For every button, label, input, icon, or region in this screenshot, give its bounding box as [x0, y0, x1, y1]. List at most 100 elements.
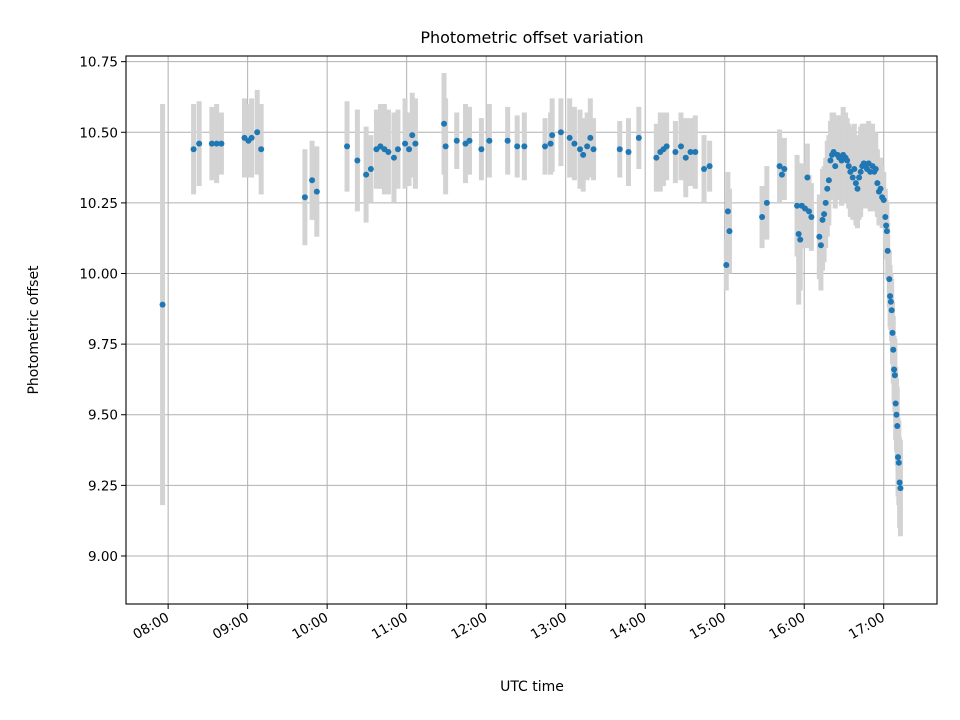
data-point	[889, 329, 896, 336]
data-point	[208, 140, 215, 147]
data-point	[577, 146, 584, 153]
data-point	[218, 140, 225, 147]
data-point	[849, 174, 856, 181]
data-point	[566, 134, 573, 141]
data-point	[882, 214, 889, 221]
data-point	[706, 163, 713, 170]
data-point	[891, 366, 898, 373]
data-point	[778, 171, 785, 178]
data-point	[682, 154, 689, 161]
data-point	[895, 459, 902, 466]
data-point	[514, 143, 521, 150]
data-point	[453, 137, 460, 144]
data-point	[159, 301, 166, 308]
x-tick-label: 08:00	[130, 610, 172, 643]
y-tick-label: 9.00	[88, 549, 118, 565]
data-point	[557, 129, 564, 136]
data-point	[390, 154, 397, 161]
y-tick-label: 10.25	[79, 196, 118, 212]
data-point	[827, 157, 834, 164]
data-point	[844, 157, 851, 164]
y-tick-label: 9.25	[88, 478, 118, 494]
data-point	[883, 228, 890, 235]
data-point	[672, 149, 679, 156]
data-point	[254, 129, 261, 136]
data-point	[896, 479, 903, 486]
data-point	[763, 199, 770, 206]
x-tick-label: 12:00	[448, 610, 490, 643]
data-point	[872, 165, 879, 172]
data-point	[832, 163, 839, 170]
x-tick-label: 16:00	[767, 610, 809, 643]
y-tick-label: 10.75	[79, 55, 118, 71]
data-point	[857, 168, 864, 175]
data-point	[504, 137, 511, 144]
data-point	[817, 242, 824, 249]
data-point	[808, 214, 815, 221]
data-point	[301, 194, 308, 201]
data-point	[819, 216, 826, 223]
data-point	[890, 346, 897, 353]
data-point	[354, 157, 361, 164]
data-point	[723, 262, 730, 269]
data-point	[781, 165, 788, 172]
data-point	[547, 140, 554, 147]
data-point	[441, 120, 448, 127]
x-tick-label: 14:00	[608, 610, 650, 643]
data-point	[344, 143, 351, 150]
data-point	[521, 143, 528, 150]
data-point	[884, 247, 891, 254]
data-point	[845, 163, 852, 170]
data-point	[805, 208, 812, 215]
data-point	[892, 400, 899, 407]
data-point	[894, 423, 901, 430]
data-point	[804, 174, 811, 181]
data-point	[880, 197, 887, 204]
data-point	[625, 149, 632, 156]
data-points	[159, 120, 904, 492]
data-point	[653, 154, 660, 161]
x-tick-label: 11:00	[369, 610, 411, 643]
data-point	[402, 140, 409, 147]
data-point	[887, 298, 894, 305]
data-point	[821, 211, 828, 218]
chart-title: Photometric offset variation	[420, 28, 643, 47]
y-tick-label: 9.75	[88, 337, 118, 353]
data-point	[385, 149, 392, 156]
x-tick-label: 15:00	[687, 610, 729, 643]
data-point	[584, 143, 591, 150]
data-point	[794, 202, 801, 209]
error-bars	[160, 72, 903, 537]
x-axis-ticks: 08:00 09:00 10:00 11:00 12:00 13:00 14:00 15:00…	[130, 604, 888, 643]
data-point	[895, 454, 902, 461]
x-tick-label: 09:00	[210, 610, 252, 643]
data-point	[874, 180, 881, 187]
data-point	[692, 149, 699, 156]
data-point	[412, 140, 419, 147]
data-point	[701, 165, 708, 172]
data-point	[213, 140, 220, 147]
x-tick-label: 13:00	[528, 610, 570, 643]
y-tick-label: 10.50	[79, 125, 118, 141]
y-tick-label: 9.50	[88, 408, 118, 424]
data-point	[797, 236, 804, 243]
data-point	[887, 293, 894, 300]
data-point	[877, 185, 884, 192]
data-point	[891, 372, 898, 379]
x-tick-label: 10:00	[289, 610, 331, 643]
grid	[126, 56, 937, 604]
data-point	[888, 307, 895, 314]
data-point	[196, 140, 203, 147]
data-point	[363, 171, 370, 178]
data-point	[886, 276, 893, 283]
data-point	[309, 177, 316, 184]
data-point	[367, 165, 374, 172]
data-point	[258, 146, 265, 153]
data-point	[549, 132, 556, 139]
data-point	[724, 208, 731, 215]
data-point	[893, 411, 900, 418]
data-point	[313, 188, 320, 195]
data-point	[663, 143, 670, 150]
x-axis-label: UTC time	[500, 679, 564, 695]
